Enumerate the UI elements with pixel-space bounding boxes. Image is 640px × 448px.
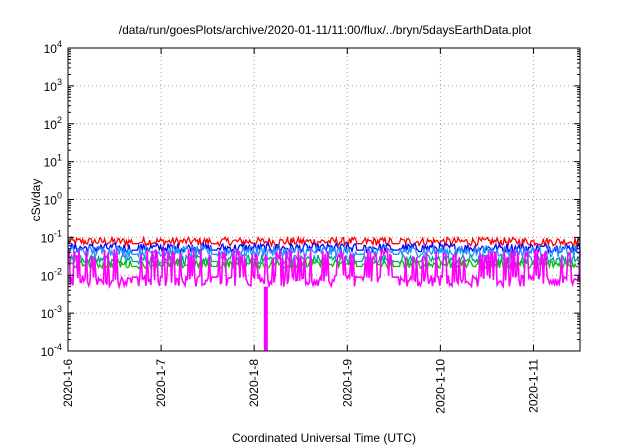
- x-tick-label: 2020-1-8: [247, 359, 261, 407]
- series-dropout: [263, 286, 268, 351]
- series-layer: [67, 235, 581, 351]
- grid-layer: [68, 48, 580, 351]
- y-tick-label: 10-1: [41, 228, 62, 245]
- x-tick-label: 2020-1-9: [340, 359, 354, 407]
- y-tick-label: 102: [44, 115, 62, 132]
- y-tick-label: 100: [44, 191, 62, 208]
- x-tick-label: 2020-1-10: [433, 359, 447, 414]
- y-tick-label: 10-2: [41, 266, 62, 283]
- x-tick-label: 2020-1-11: [526, 359, 540, 413]
- tick-layer: 10-4 10-3 10-2 10-1 100 101 102 103 104 2020-1-6 2…: [41, 39, 580, 414]
- x-tick-label: 2020-1-6: [61, 359, 75, 407]
- series-line: [67, 240, 581, 255]
- y-axis-label: cSv/day: [29, 179, 43, 222]
- series-line: [67, 246, 581, 290]
- y-tick-label: 104: [44, 39, 62, 56]
- y-tick-label: 10-4: [41, 342, 62, 359]
- x-tick-label: 2020-1-7: [154, 359, 168, 407]
- y-tick-label: 103: [44, 77, 62, 94]
- y-tick-label: 101: [44, 153, 62, 170]
- chart-title: /data/run/goesPlots/archive/2020-01-11/1…: [119, 23, 532, 37]
- x-axis-label: Coordinated Universal Time (UTC): [232, 431, 416, 445]
- series-line: [67, 235, 581, 249]
- y-tick-label: 10-3: [41, 304, 62, 321]
